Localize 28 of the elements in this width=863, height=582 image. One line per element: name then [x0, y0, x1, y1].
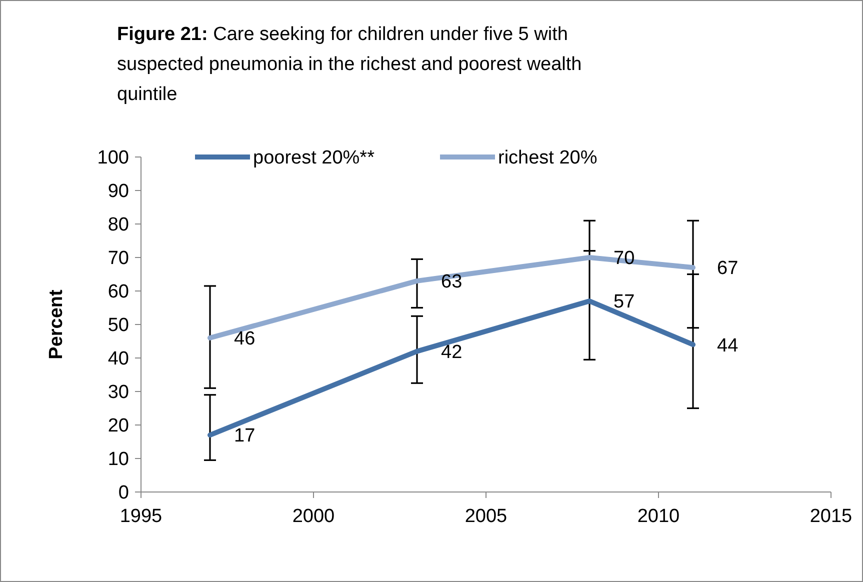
x-tick-label: 2000 [292, 506, 335, 527]
x-tick-label: 1995 [120, 506, 162, 527]
y-tick-label: 100 [97, 148, 129, 169]
y-tick-label: 20 [108, 416, 129, 437]
data-label: 46 [234, 328, 256, 350]
y-axis-title: Percent [46, 288, 67, 360]
y-tick-label: 80 [108, 214, 129, 236]
y-tick-label: 40 [108, 348, 129, 370]
x-tick-label: 2005 [464, 506, 508, 527]
y-tick-label: 90 [108, 181, 129, 202]
legend-label: richest 20% [498, 148, 598, 169]
data-label: 42 [441, 342, 462, 363]
y-tick-label: 0 [118, 482, 129, 504]
y-tick-label: 50 [108, 315, 129, 336]
x-tick-label: 2015 [810, 506, 852, 527]
data-label: 44 [717, 335, 739, 356]
data-label: 57 [614, 292, 635, 313]
x-tick-label: 2010 [637, 506, 680, 527]
y-tick-label: 70 [108, 248, 129, 270]
data-label: 63 [441, 272, 462, 293]
data-label: 67 [717, 258, 738, 280]
data-label: 70 [614, 248, 635, 270]
y-tick-label: 10 [108, 449, 129, 470]
y-tick-label: 30 [108, 382, 129, 404]
legend-label: poorest 20%** [253, 148, 376, 169]
chart-title: Figure 21: Care seeking for children under five 5 with suspected pneumonia in the richest and poorest wealth quintile [117, 24, 582, 105]
y-tick-label: 60 [108, 282, 129, 303]
data-label: 17 [234, 426, 256, 447]
